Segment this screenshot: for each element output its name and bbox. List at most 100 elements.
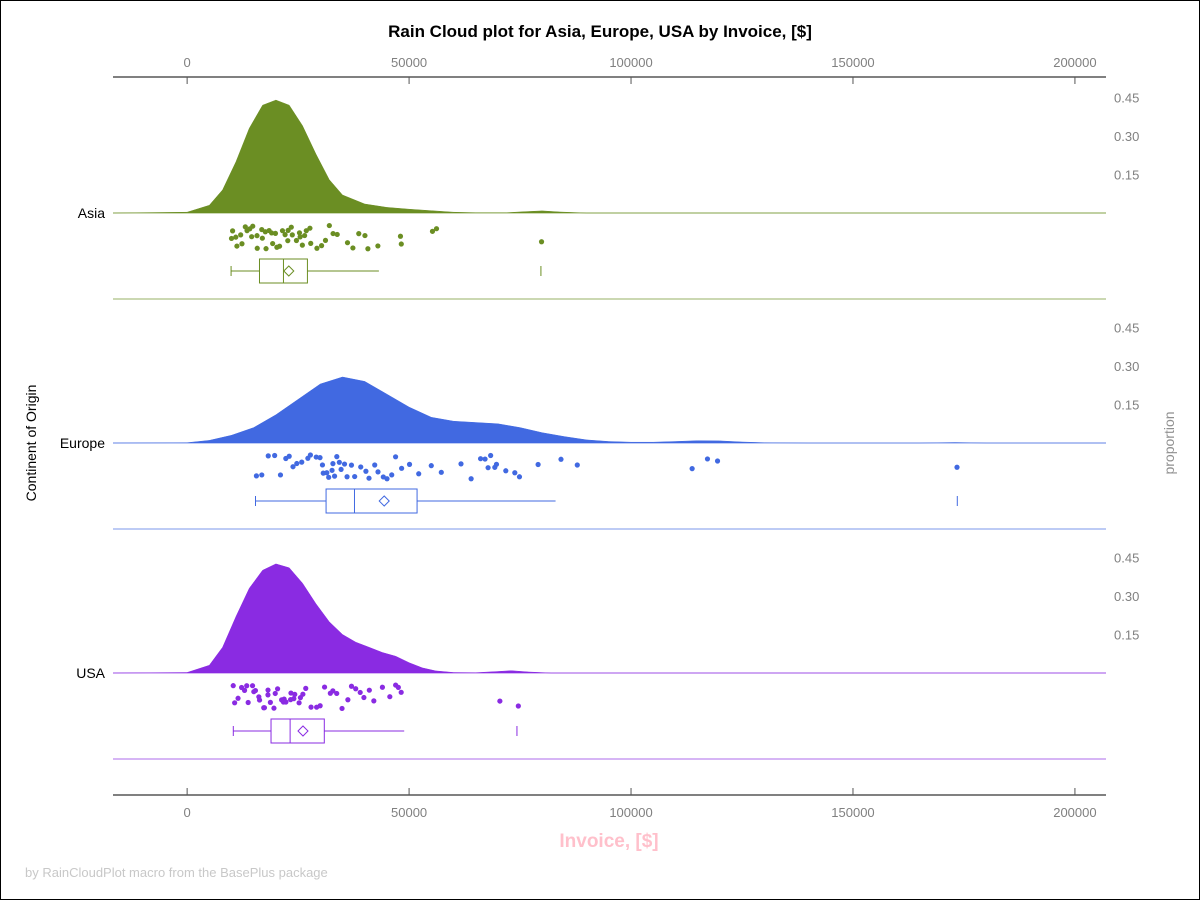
europe-data-point <box>574 462 580 468</box>
usa-data-point <box>379 684 386 690</box>
europe-mean-marker <box>378 495 390 507</box>
asia-data-point <box>365 246 371 252</box>
europe-data-point <box>714 458 721 464</box>
usa-data-point <box>366 687 372 693</box>
asia-data-point <box>293 237 300 244</box>
usa-data-point <box>353 686 359 692</box>
europe-data-point <box>503 468 509 474</box>
asia-data-point <box>285 227 291 233</box>
usa-mean-marker <box>297 725 309 737</box>
europe-data-point <box>277 472 284 478</box>
europe-data-point <box>331 473 338 479</box>
europe-data-point <box>372 462 378 468</box>
europe-data-point <box>334 454 340 460</box>
usa-data-point <box>272 690 278 697</box>
usa-category-label: USA <box>76 665 105 681</box>
asia-data-point <box>229 228 236 234</box>
asia-data-point <box>285 238 291 244</box>
footnote: by RainCloudPlot macro from the BasePlus… <box>25 865 328 880</box>
europe-data-point <box>416 471 422 477</box>
asia-data-point <box>375 243 381 249</box>
usa-data-point <box>261 705 268 711</box>
top-x-tick-label: 150000 <box>831 55 874 70</box>
usa-data-point <box>321 684 328 690</box>
usa-data-point <box>249 683 256 689</box>
europe-data-point <box>299 459 305 465</box>
asia-data-point <box>276 243 283 249</box>
usa-data-point <box>317 703 323 709</box>
asia-mean-marker <box>283 265 295 277</box>
usa-data-point <box>308 704 314 710</box>
asia-data-point <box>303 228 309 234</box>
usa-data-point <box>292 691 298 697</box>
usa-data-point <box>232 700 238 706</box>
usa-data-point <box>241 687 248 693</box>
asia-data-point <box>272 230 279 237</box>
usa-data-point <box>245 699 251 706</box>
europe-data-point <box>366 475 372 481</box>
asia-data-point <box>263 246 269 252</box>
usa-data-point <box>267 699 273 705</box>
europe-data-point <box>326 474 332 480</box>
asia-density-tick-label: 0.30 <box>1114 129 1139 144</box>
asia-data-point <box>334 231 340 238</box>
usa-data-point <box>398 689 404 695</box>
bottom-x-tick-label: 100000 <box>609 805 652 820</box>
usa-data-point <box>387 694 393 700</box>
europe-density-cloud <box>112 376 1107 444</box>
usa-density-tick-label: 0.15 <box>1114 628 1139 643</box>
europe-data-point <box>290 464 296 470</box>
asia-data-point <box>297 234 303 240</box>
asia-density-cloud <box>112 99 1107 214</box>
asia-data-point <box>282 232 288 238</box>
europe-data-point <box>253 473 260 479</box>
usa-data-point <box>303 685 309 691</box>
asia-data-point <box>322 237 329 243</box>
asia-data-point <box>289 232 295 238</box>
asia-data-point <box>308 240 314 246</box>
europe-data-point <box>406 461 413 467</box>
asia-data-point <box>239 241 245 247</box>
asia-data-point <box>228 235 235 242</box>
usa-density-tick-label: 0.45 <box>1114 551 1139 566</box>
asia-data-point <box>233 234 239 240</box>
asia-data-point <box>249 234 255 240</box>
europe-data-point <box>399 465 405 471</box>
europe-data-point <box>704 456 711 462</box>
usa-data-point <box>230 683 236 689</box>
usa-data-point <box>330 688 336 694</box>
europe-box <box>325 488 418 514</box>
europe-data-point <box>338 466 344 473</box>
usa-data-point <box>334 690 340 697</box>
europe-data-point <box>259 472 265 478</box>
europe-data-point <box>493 461 500 467</box>
europe-data-point <box>954 464 960 470</box>
europe-data-point <box>689 466 695 472</box>
x-axis-label: Invoice, [$] <box>559 831 658 852</box>
asia-density-tick-label: 0.45 <box>1114 91 1139 106</box>
europe-density-tick-label: 0.45 <box>1114 321 1139 336</box>
europe-data-point <box>558 456 564 462</box>
usa-data-point <box>274 686 281 692</box>
asia-data-point <box>362 232 368 239</box>
europe-data-point <box>535 461 541 468</box>
asia-data-point <box>318 243 325 249</box>
usa-data-point <box>371 698 377 704</box>
top-x-tick-label: 50000 <box>391 55 427 70</box>
asia-data-point <box>254 233 260 239</box>
bottom-x-tick-label: 150000 <box>831 805 874 820</box>
asia-data-point <box>269 230 275 236</box>
usa-data-point <box>296 700 302 706</box>
europe-category-label: Europe <box>60 435 105 451</box>
europe-data-point <box>488 452 494 459</box>
europe-data-point <box>358 464 364 470</box>
europe-data-point <box>352 473 358 480</box>
y2-axis-label: proportion <box>1161 411 1177 474</box>
usa-data-point <box>497 698 503 704</box>
asia-data-point <box>238 232 244 238</box>
bottom-x-tick-label: 50000 <box>391 805 427 820</box>
bottom-x-tick-label: 0 <box>184 805 191 820</box>
asia-category-label: Asia <box>78 205 105 221</box>
usa-data-point <box>291 696 297 702</box>
